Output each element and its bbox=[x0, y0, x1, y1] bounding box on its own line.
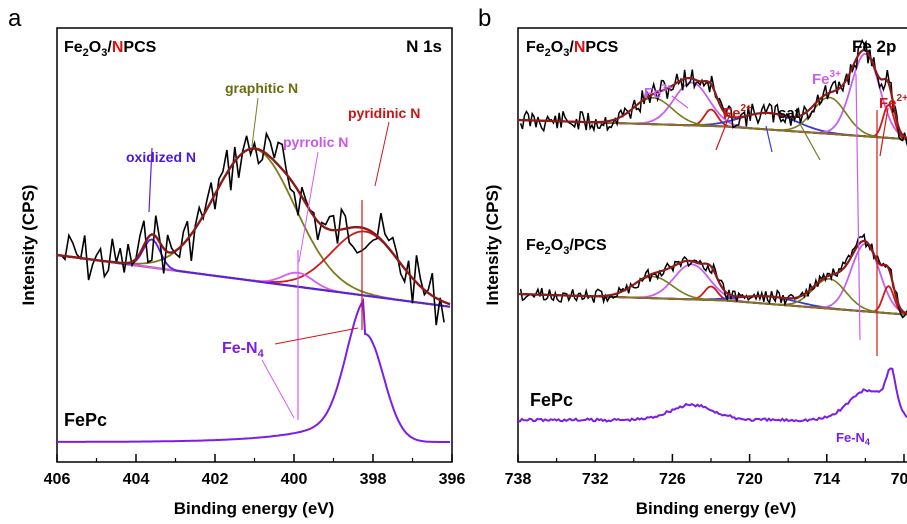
panel-b-sample-label-mid: Fe2O3/PCS bbox=[526, 237, 607, 257]
panel-b-curves bbox=[517, 38, 907, 423]
a-tick-label: 402 bbox=[202, 471, 229, 488]
panel-a-curves bbox=[56, 131, 451, 443]
b-tick-label: 732 bbox=[582, 471, 609, 488]
label-graphitic-n: graphitic N bbox=[225, 80, 298, 96]
label-fe-n4-a: Fe-N4 bbox=[222, 340, 265, 360]
a-tick-label: 406 bbox=[44, 471, 71, 488]
a-component-1 bbox=[56, 230, 451, 305]
b-pointer-fe3-left bbox=[671, 95, 689, 109]
b-tick-label: 726 bbox=[659, 471, 686, 488]
b-mid-component-2 bbox=[518, 293, 907, 316]
b-pointer-fe2-left bbox=[715, 113, 731, 151]
b-tick-label: 714 bbox=[813, 471, 840, 488]
a-pointer-fen4-1 bbox=[274, 327, 359, 345]
panel-a-ticks: 406 404 402 400 398 396 bbox=[44, 454, 466, 488]
a-pointer-fen4-2 bbox=[261, 359, 295, 419]
panel-a-pointers bbox=[148, 97, 390, 420]
label-fe3-left: Fe3+ bbox=[644, 83, 673, 102]
label-oxidized-n: oxidized N bbox=[126, 149, 196, 165]
b-tick-label: 708 bbox=[891, 471, 907, 488]
b-mid-raw bbox=[519, 232, 907, 319]
panel-b-letter: b bbox=[478, 5, 491, 32]
b-mid-background bbox=[518, 293, 907, 316]
a-envelope-line bbox=[56, 147, 451, 306]
panel-b-pointers bbox=[671, 73, 889, 356]
label-sat: sat bbox=[778, 105, 800, 122]
panel-a: a 406 404 402 400 398 396 Fe2O3/NPCS N 1s gra… bbox=[8, 5, 465, 518]
panel-b-xlabel: Binding energy (eV) bbox=[636, 499, 797, 518]
label-pyridinic-n: pyridinic N bbox=[348, 105, 420, 121]
a-pointer-pyridinic bbox=[374, 121, 390, 187]
a-fepc-line bbox=[57, 297, 450, 443]
label-fepc-b: FePc bbox=[530, 390, 573, 410]
panel-a-ylabel: Intensity (CPS) bbox=[19, 185, 38, 306]
label-fe-n4-b: Fe-N4 bbox=[836, 430, 870, 447]
b-tick-label: 738 bbox=[505, 471, 532, 488]
b-pointer-sat-2 bbox=[799, 123, 821, 161]
panel-b-frame bbox=[517, 27, 907, 463]
panel-a-xlabel: Binding energy (eV) bbox=[174, 499, 335, 518]
a-pointer-graphitic bbox=[251, 97, 259, 147]
panel-b-region: Fe 2p bbox=[852, 37, 896, 56]
panel-b-ticks: 738 732 726 720 714 708 bbox=[505, 454, 907, 488]
a-component-0 bbox=[56, 147, 451, 308]
b-fepc-line bbox=[517, 367, 907, 423]
label-fe3-right: Fe3+ bbox=[812, 69, 841, 88]
b-pointer-sat-1 bbox=[765, 125, 773, 153]
a-tick-label: 398 bbox=[360, 471, 387, 488]
label-fe2-right: Fe2+ bbox=[879, 93, 907, 112]
b-mid-envelope bbox=[518, 239, 907, 315]
panel-b-sample-label-top: Fe2O3/NPCS bbox=[526, 39, 619, 59]
label-fe2-left: Fe2+ bbox=[723, 103, 752, 122]
a-pointer-oxidized bbox=[148, 147, 153, 213]
b-guide-fe3 bbox=[855, 73, 861, 341]
a-tick-label: 400 bbox=[281, 471, 308, 488]
b-pointer-fe2-right bbox=[879, 107, 889, 157]
a-raw-line bbox=[60, 131, 445, 326]
a-pointer-pyrrolic bbox=[298, 151, 319, 263]
panel-a-letter: a bbox=[8, 5, 22, 32]
panel-a-sample-label: Fe2O3/NPCS bbox=[64, 39, 157, 59]
panel-b-ylabel: Intensity (CPS) bbox=[483, 185, 502, 306]
label-fepc-a: FePc bbox=[64, 410, 107, 430]
b-tick-label: 720 bbox=[736, 471, 763, 488]
a-tick-label: 396 bbox=[439, 471, 466, 488]
b-top-envelope bbox=[518, 49, 907, 140]
panel-b: b 738 732 726 720 714 708 Fe2O3/NPCS Fe 2p Fe… bbox=[478, 5, 907, 518]
b-top-raw bbox=[519, 38, 907, 147]
a-tick-label: 404 bbox=[123, 471, 150, 488]
b-top-background bbox=[518, 119, 907, 141]
label-pyrrolic-n: pyrrolic N bbox=[283, 134, 348, 150]
panel-a-region: N 1s bbox=[406, 37, 442, 56]
